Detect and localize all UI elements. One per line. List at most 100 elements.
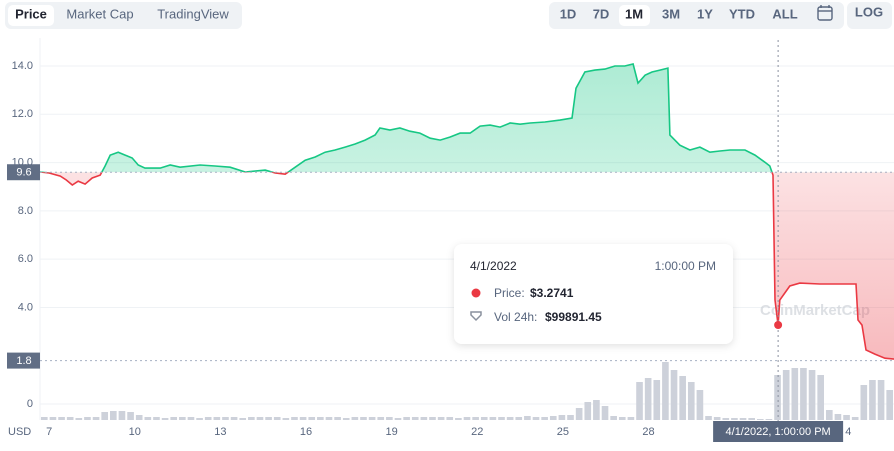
volume-bar [670,370,678,420]
tooltip-price: $3.2741 [530,286,574,300]
volume-bar [877,380,885,420]
calendar-icon[interactable] [817,5,833,21]
volume-bar [334,417,341,420]
range-button[interactable]: 1D [560,6,577,21]
range-selected-bg [619,5,650,26]
x-tick-label: 28 [642,426,654,438]
x-tick-label: 7 [46,426,52,438]
volume-bar [179,417,186,420]
volume-bar [446,417,454,420]
volume-bar [489,417,497,420]
tooltip-time: 1:00:00 PM [655,259,716,273]
volume-bar [808,370,816,420]
volume-bar [420,417,428,420]
x-tick-label: 4 [845,426,851,438]
range-button[interactable]: 1M [625,6,643,21]
volume-bar [84,417,91,420]
volume-bar [403,417,410,420]
volume-bar [782,370,790,420]
volume-bar [187,417,195,420]
x-tick-label: 19 [386,426,398,438]
range-button[interactable]: 7D [593,6,610,21]
volume-bar [705,416,712,420]
volume-bar [601,406,609,420]
crosshair-label: 4/1/2022, 1:00:00 PM [726,426,831,438]
volume-bar [41,417,48,420]
volume-bar [437,417,445,420]
volume-bar [653,380,661,420]
last-price-label: 1.8 [16,355,31,367]
volume-bar [791,368,799,420]
range-button[interactable]: ALL [772,6,797,21]
volume-bar [135,415,143,420]
x-tick-label: 25 [557,426,569,438]
volume-bar [558,415,566,420]
x-tick-label: 10 [129,426,141,438]
volume-bar [429,417,436,420]
volume-bar [342,418,350,420]
volume-bar [230,417,238,420]
volume-bar [713,417,721,420]
volume-bar [75,418,83,420]
volume-bar [299,417,307,420]
log-group [847,2,892,29]
volume-bar [127,412,134,420]
range-button[interactable]: 1Y [697,6,713,21]
volume-bar [834,414,842,420]
volume-bar [101,412,109,420]
volume-bar [843,415,850,420]
volume-bar [222,417,229,420]
tooltip-volume: $99891.45 [545,310,602,324]
volume-bar [636,382,643,420]
volume-bar [618,417,626,420]
volume-bar [213,417,221,420]
tab[interactable]: TradingView [157,6,229,21]
volume-bar [360,417,367,420]
y-tick-label: 4.0 [18,301,33,313]
volume-bar [860,385,868,420]
volume-bar [610,416,617,420]
tooltip-dot [471,288,481,298]
log-toggle[interactable]: LOG [855,4,883,19]
volume-bar [886,390,893,420]
tooltip-price-label: Price: [494,286,525,300]
volume-bar [49,417,57,420]
tab[interactable]: Price [15,6,47,21]
y-tick-label: 6.0 [18,253,33,265]
volume-bar [593,400,600,420]
volume-bar [110,411,117,420]
y-tick-label: 12.0 [12,108,33,120]
volume-bar [144,417,152,420]
volume-bar [817,375,824,420]
tooltip-vol-icon [470,311,482,322]
volume-bar [541,417,548,420]
watermark: CoinMarketCap [760,302,870,319]
volume-bar [170,417,178,420]
volume-bar [58,417,65,420]
volume-bar [662,362,669,420]
range-button[interactable]: 3M [662,6,680,21]
volume-bar [584,402,592,420]
baseline-label-bg [7,164,40,181]
tab[interactable]: Market Cap [66,6,133,21]
volume-bar [351,417,359,420]
volume-bar [575,408,583,420]
volume-bar [411,417,419,420]
volume-bar [739,418,747,420]
volume-bar [265,417,272,420]
volume-bar [800,368,807,420]
volume-bar [273,417,281,420]
volume-bar [627,417,635,420]
crosshair-label-bg [713,421,844,442]
price-line-up [40,63,773,173]
volume-bar [377,417,385,420]
y-tick-label: 0 [27,398,33,410]
range-button[interactable]: YTD [729,6,755,21]
volume-bar [765,419,773,420]
volume-bar [317,417,324,420]
y-tick-label: 14.0 [12,60,33,72]
last-price-label-bg [7,352,40,369]
x-tick-label: 13 [214,426,226,438]
volume-bar [196,418,203,420]
volume-bar [239,418,247,420]
